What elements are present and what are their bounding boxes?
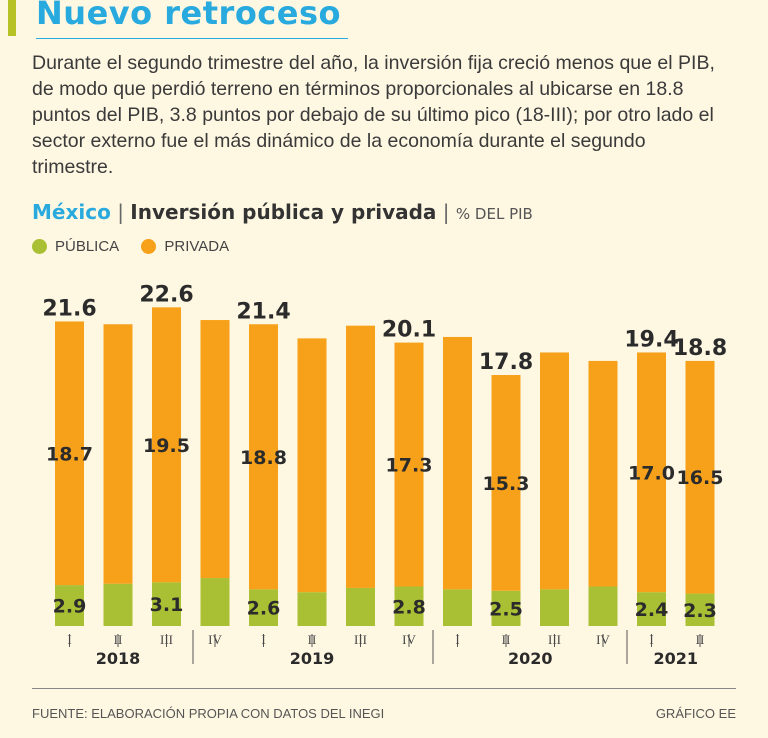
title-accent-bar	[8, 0, 16, 36]
bar-privada	[103, 324, 133, 584]
data-label-privada: 19.5	[143, 435, 190, 457]
data-label-publica: 2.5	[489, 598, 523, 620]
bar-publica	[55, 585, 84, 626]
page-title: Nuevo retroceso	[36, 0, 341, 32]
bar-privada	[200, 320, 230, 579]
bar-publica	[297, 592, 327, 626]
bar-privada	[55, 321, 84, 586]
x-tick-label: II	[114, 632, 123, 647]
data-label-publica: 2.8	[392, 596, 426, 618]
data-label-publica: 2.4	[635, 599, 669, 621]
bar-privada	[297, 338, 327, 593]
x-tick-label: IV	[596, 632, 610, 647]
data-label-publica: 3.1	[150, 594, 184, 616]
bar-publica	[346, 587, 375, 626]
x-group-label-year: 2021	[653, 649, 698, 668]
bar-publica	[491, 590, 521, 626]
x-tick-label: I	[261, 632, 265, 647]
data-label-total: 20.1	[382, 318, 436, 343]
x-tick-label: III	[354, 632, 367, 647]
legend-item-privada: PRIVADA	[141, 238, 229, 255]
legend-label-publica: PÚBLICA	[55, 238, 120, 255]
data-label-total: 18.8	[673, 336, 727, 361]
x-tick-label: IV	[402, 632, 416, 647]
x-tick-label: II	[502, 632, 511, 647]
subtitle-separator: |	[117, 200, 124, 224]
x-tick-label: I	[649, 632, 653, 647]
bar-privada	[152, 307, 181, 583]
x-tick-label: III	[548, 632, 561, 647]
bar-privada	[249, 324, 278, 590]
bar-privada	[443, 336, 472, 590]
bar-publica	[249, 589, 278, 626]
bar-publica	[200, 578, 230, 626]
data-label-privada: 18.8	[240, 447, 287, 469]
bar-publica	[685, 593, 715, 626]
bar-publica	[540, 589, 569, 626]
bar-publica	[588, 586, 618, 626]
data-label-total: 21.4	[236, 299, 290, 324]
x-tick-label: III	[160, 632, 173, 647]
data-label-publica: 2.9	[53, 596, 87, 618]
legend-swatch-privada	[141, 239, 157, 254]
bar-publica	[637, 592, 666, 626]
x-group-label-year: 2019	[290, 649, 335, 668]
data-label-total: 21.6	[42, 296, 96, 321]
x-tick-label: I	[455, 632, 459, 647]
legend-swatch-publica	[32, 239, 47, 254]
bar-publica	[103, 583, 133, 626]
data-label-privada: 17.0	[628, 462, 675, 484]
legend-item-publica: PÚBLICA	[32, 238, 119, 255]
subtitle-separator: |	[442, 200, 450, 224]
data-label-privada: 16.5	[677, 467, 724, 489]
bar-publica	[443, 589, 472, 626]
data-label-publica: 2.6	[247, 598, 281, 620]
bar-publica	[394, 586, 424, 626]
data-label-total: 17.8	[479, 350, 533, 375]
title-underline	[36, 38, 348, 39]
bar-privada	[685, 360, 715, 594]
footer-divider	[32, 688, 736, 689]
data-label-privada: 17.3	[386, 455, 433, 477]
x-tick-label: II	[696, 632, 705, 647]
bar-privada	[491, 375, 521, 591]
subtitle-main: Inversión pública y privada	[130, 200, 437, 224]
intro-paragraph: Durante el segundo trimestre del año, la…	[32, 52, 715, 178]
bar-privada	[540, 352, 569, 590]
bar-privada	[588, 360, 618, 587]
source-note: FUENTE: ELABORACIÓN PROPIA CON DATOS DEL…	[32, 706, 385, 721]
chart-subtitle: México | Inversión pública y privada | %…	[32, 200, 533, 224]
bar-privada	[394, 342, 424, 587]
bar-privada	[346, 325, 375, 588]
x-tick-label: II	[308, 632, 317, 647]
legend-label-privada: PRIVADA	[164, 238, 230, 255]
x-group-label-year: 2018	[96, 649, 141, 668]
data-label-total: 22.6	[139, 282, 193, 307]
x-tick-label: IV	[208, 632, 222, 647]
subtitle-unit: % DEL PIB	[455, 205, 533, 223]
data-label-total: 19.4	[624, 327, 678, 352]
data-label-privada: 18.7	[46, 443, 93, 465]
chart-legend: PÚBLICA PRIVADA	[32, 238, 247, 258]
x-group-label-year: 2020	[508, 649, 553, 668]
data-label-privada: 15.3	[483, 473, 530, 495]
x-tick-label: I	[67, 632, 71, 647]
data-label-publica: 2.3	[683, 600, 717, 622]
graphic-credit: GRÁFICO EE	[655, 706, 736, 721]
bar-privada	[637, 352, 666, 593]
subtitle-country: México	[32, 200, 111, 224]
bar-publica	[152, 582, 181, 626]
